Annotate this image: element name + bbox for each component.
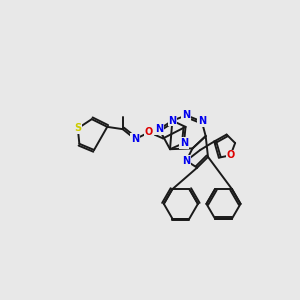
Text: N: N <box>198 116 206 127</box>
Text: N: N <box>168 116 176 126</box>
Text: S: S <box>74 123 81 134</box>
Text: N: N <box>180 138 188 148</box>
Text: N: N <box>182 156 190 166</box>
Text: O: O <box>226 150 235 160</box>
Text: N: N <box>131 134 139 144</box>
Text: N: N <box>155 124 163 134</box>
Text: O: O <box>145 127 153 137</box>
Text: N: N <box>182 110 190 120</box>
